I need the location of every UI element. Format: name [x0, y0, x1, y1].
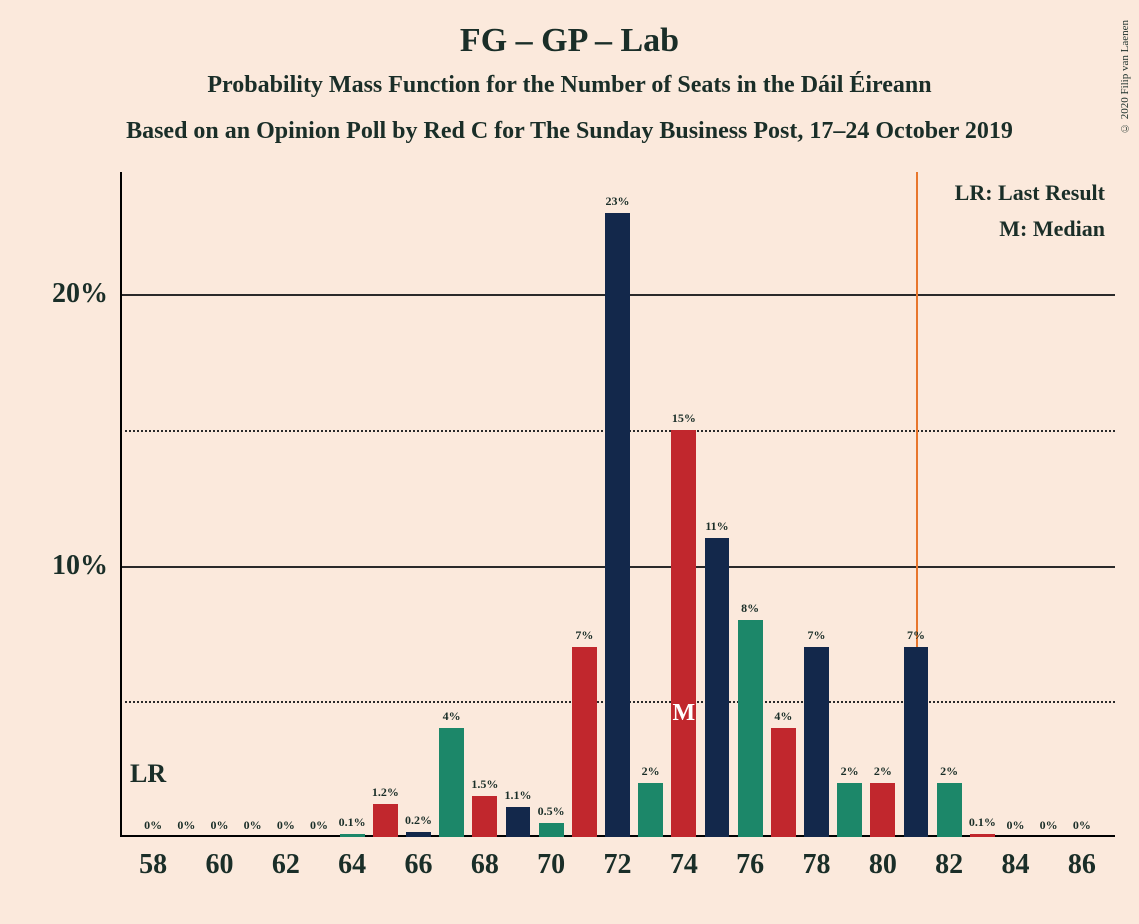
bar [937, 783, 962, 837]
chart-container: FG – GP – Lab Probability Mass Function … [0, 0, 1139, 924]
bar-value-label: 0% [1007, 818, 1025, 833]
x-tick-label: 72 [604, 849, 632, 881]
bar [373, 804, 398, 837]
bar-value-label: 0.1% [339, 815, 366, 830]
x-tick-label: 64 [338, 849, 366, 881]
bar-value-label: 11% [705, 519, 728, 534]
bar [705, 538, 730, 837]
bar-value-label: 7% [575, 628, 593, 643]
bar-value-label: 15% [672, 411, 696, 426]
x-tick-label: 60 [206, 849, 234, 881]
bar-value-label: 1.1% [505, 788, 532, 803]
bar-value-label: 0% [177, 818, 195, 833]
bar [870, 783, 895, 837]
bar-value-label: 2% [841, 764, 859, 779]
bar-value-label: 4% [774, 709, 792, 724]
bar-value-label: 2% [642, 764, 660, 779]
chart-subtitle-2: Based on an Opinion Poll by Red C for Th… [0, 118, 1139, 145]
bar [638, 783, 663, 837]
bar [406, 832, 431, 837]
bar-value-label: 23% [606, 194, 630, 209]
bar [837, 783, 862, 837]
copyright-text: © 2020 Filip van Laenen [1119, 20, 1131, 134]
x-tick-label: 86 [1068, 849, 1096, 881]
bar-value-label: 0.5% [538, 804, 565, 819]
bar [472, 796, 497, 837]
plot-area: 10%20%LR: Last ResultM: Median5860626466… [120, 172, 1115, 837]
x-tick-label: 76 [736, 849, 764, 881]
bar [671, 430, 696, 837]
bar-value-label: 4% [443, 709, 461, 724]
x-tick-label: 78 [803, 849, 831, 881]
median-marker: M [673, 700, 696, 727]
bar [804, 647, 829, 837]
bar-value-label: 0.1% [969, 815, 996, 830]
x-tick-label: 84 [1002, 849, 1030, 881]
bar-value-label: 2% [940, 764, 958, 779]
bar-value-label: 0% [310, 818, 328, 833]
bar [605, 213, 630, 837]
y-tick-label: 20% [52, 278, 108, 310]
x-tick-label: 74 [670, 849, 698, 881]
bar [506, 807, 531, 837]
x-tick-label: 58 [139, 849, 167, 881]
bar-value-label: 0% [1040, 818, 1058, 833]
chart-subtitle-1: Probability Mass Function for the Number… [0, 72, 1139, 99]
y-axis [120, 172, 122, 837]
bar [904, 647, 929, 837]
bar [738, 620, 763, 837]
x-tick-label: 70 [537, 849, 565, 881]
bar-value-label: 0.2% [405, 813, 432, 828]
bar-value-label: 8% [741, 601, 759, 616]
bar-value-label: 0% [211, 818, 229, 833]
lr-label: LR [130, 759, 166, 789]
bar-value-label: 7% [808, 628, 826, 643]
legend-m: M: Median [999, 216, 1105, 242]
bar [572, 647, 597, 837]
x-tick-label: 80 [869, 849, 897, 881]
bar-value-label: 2% [874, 764, 892, 779]
bar-value-label: 7% [907, 628, 925, 643]
bar-value-label: 0% [1073, 818, 1091, 833]
bar-value-label: 0% [144, 818, 162, 833]
y-tick-label: 10% [52, 550, 108, 582]
bar-value-label: 0% [244, 818, 262, 833]
bar [340, 834, 365, 837]
chart-title: FG – GP – Lab [0, 22, 1139, 60]
bar [970, 834, 995, 837]
x-tick-label: 62 [272, 849, 300, 881]
bar-value-label: 0% [277, 818, 295, 833]
bar-value-label: 1.5% [471, 777, 498, 792]
legend-lr: LR: Last Result [955, 180, 1105, 206]
bar [539, 823, 564, 837]
bar-value-label: 1.2% [372, 785, 399, 800]
bar [771, 728, 796, 837]
x-tick-label: 66 [405, 849, 433, 881]
x-tick-label: 82 [935, 849, 963, 881]
x-tick-label: 68 [471, 849, 499, 881]
bar [439, 728, 464, 837]
